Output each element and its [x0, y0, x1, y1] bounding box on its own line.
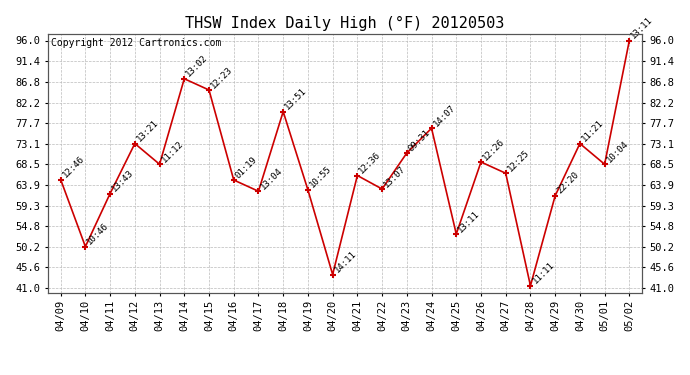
Title: THSW Index Daily High (°F) 20120503: THSW Index Daily High (°F) 20120503 [186, 16, 504, 31]
Text: 13:07: 13:07 [382, 164, 408, 189]
Text: 13:11: 13:11 [629, 15, 655, 40]
Text: Copyright 2012 Cartronics.com: Copyright 2012 Cartronics.com [51, 38, 221, 48]
Text: 10:04: 10:04 [604, 139, 630, 164]
Text: 13:11: 13:11 [456, 209, 482, 234]
Text: 12:46: 12:46 [61, 154, 86, 180]
Text: 13:43: 13:43 [110, 168, 135, 194]
Text: 12:36: 12:36 [357, 150, 383, 176]
Text: 13:04: 13:04 [259, 166, 284, 191]
Text: 22:20: 22:20 [555, 170, 580, 196]
Text: 11:12: 11:12 [159, 139, 185, 164]
Text: 14:11: 14:11 [333, 249, 358, 274]
Text: 01:19: 01:19 [234, 154, 259, 180]
Text: 10:46: 10:46 [86, 221, 111, 247]
Text: 13:02: 13:02 [184, 53, 210, 79]
Text: 12:26: 12:26 [481, 136, 506, 162]
Text: 14:07: 14:07 [431, 103, 457, 128]
Text: 13:51: 13:51 [283, 86, 308, 112]
Text: 12:25: 12:25 [506, 148, 531, 173]
Text: 13:21: 13:21 [135, 118, 160, 144]
Text: 10:55: 10:55 [308, 165, 333, 190]
Text: 09:31: 09:31 [407, 128, 432, 153]
Text: 11:21: 11:21 [580, 118, 605, 144]
Text: 11:11: 11:11 [531, 260, 556, 286]
Text: 12:23: 12:23 [209, 64, 235, 90]
